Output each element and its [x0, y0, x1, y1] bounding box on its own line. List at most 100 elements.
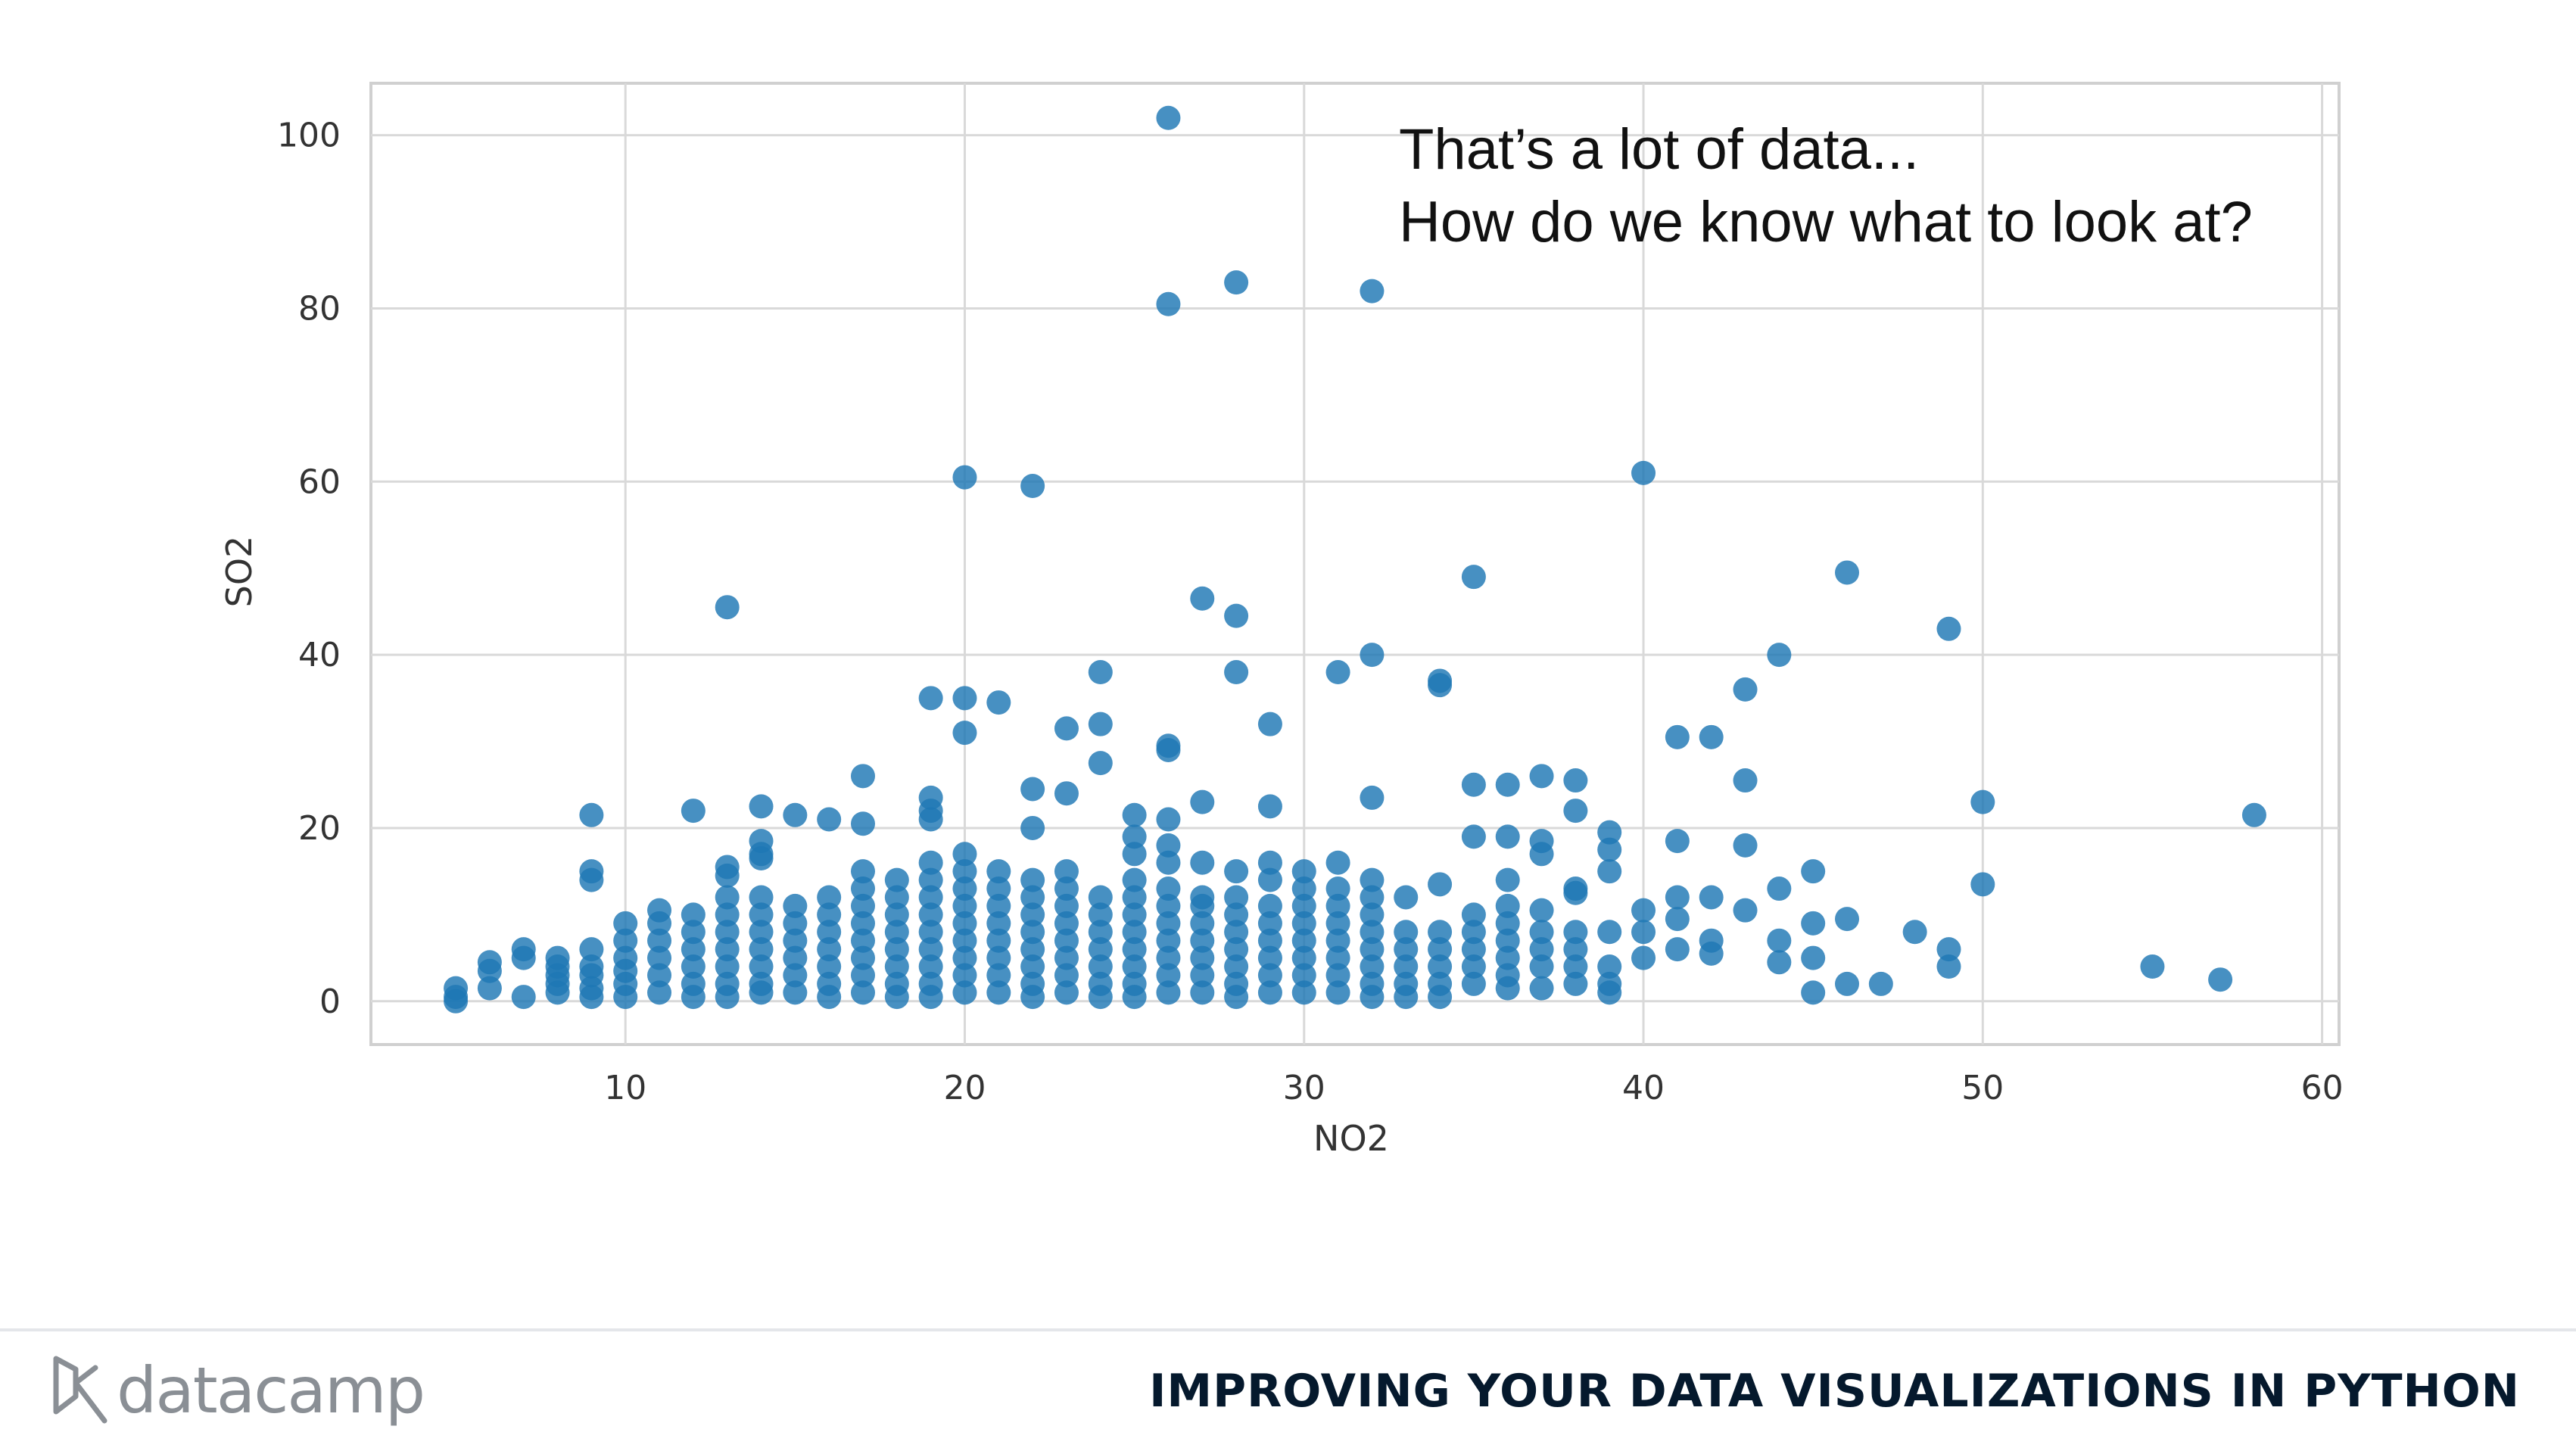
data-point — [749, 846, 774, 871]
data-point — [1936, 616, 1961, 641]
datacamp-logo-icon — [53, 1356, 107, 1424]
data-point — [1835, 907, 1859, 932]
data-point — [715, 885, 740, 910]
data-point — [1428, 673, 1453, 698]
data-point — [851, 893, 875, 918]
data-point — [1122, 985, 1147, 1010]
data-point — [783, 980, 808, 1005]
data-point — [681, 920, 706, 945]
y-tick-label: 100 — [277, 117, 341, 155]
data-point — [1224, 885, 1249, 910]
data-point — [1325, 980, 1350, 1005]
y-tick-label: 0 — [319, 982, 341, 1021]
data-point — [952, 963, 977, 988]
data-point — [817, 937, 842, 962]
datacamp-logo[interactable]: datacamp — [50, 1349, 425, 1432]
data-point — [952, 893, 977, 918]
data-point — [2241, 802, 2266, 827]
data-point — [1088, 751, 1113, 776]
data-point — [1156, 980, 1181, 1005]
logo-text: datacamp — [117, 1353, 425, 1428]
data-point — [1257, 928, 1282, 953]
data-point — [1190, 789, 1215, 814]
data-point — [851, 963, 875, 988]
data-point — [1088, 985, 1113, 1010]
data-point — [1054, 911, 1079, 936]
data-point — [1190, 911, 1215, 936]
data-point — [1394, 937, 1419, 962]
course-title: IMPROVING YOUR DATA VISUALIZATIONS IN PY… — [1149, 1365, 2520, 1418]
data-point — [1631, 945, 1656, 970]
data-point — [1156, 850, 1181, 875]
x-tick-label: 60 — [2301, 1069, 2344, 1107]
data-point — [986, 963, 1011, 988]
data-point — [783, 928, 808, 953]
data-point — [1325, 928, 1350, 953]
data-point — [1563, 768, 1588, 793]
data-point — [1156, 737, 1181, 762]
data-point — [1020, 777, 1045, 802]
data-point — [884, 867, 909, 892]
data-point — [1291, 945, 1316, 970]
data-point — [884, 985, 909, 1010]
data-point — [1428, 954, 1453, 979]
data-point — [986, 690, 1011, 715]
data-point — [817, 885, 842, 910]
data-point — [1054, 893, 1079, 918]
data-point — [952, 980, 977, 1005]
data-point — [1122, 902, 1147, 927]
data-point — [1563, 954, 1588, 979]
data-point — [1122, 842, 1147, 867]
x-tick-label: 20 — [943, 1069, 986, 1107]
data-point — [1020, 867, 1045, 892]
data-point — [1495, 893, 1520, 918]
data-point — [1733, 768, 1758, 793]
data-point — [1291, 911, 1316, 936]
data-point — [918, 686, 943, 711]
data-point — [1156, 833, 1181, 858]
annotation-line-1: That’s a lot of data... — [1399, 117, 1920, 182]
data-point — [783, 911, 808, 936]
data-point — [1325, 963, 1350, 988]
data-point — [1495, 911, 1520, 936]
data-point — [1156, 877, 1181, 901]
data-point — [1020, 474, 1045, 499]
data-point — [1801, 945, 1826, 970]
data-point — [918, 985, 943, 1010]
data-point — [1122, 937, 1147, 962]
data-point — [1936, 937, 1961, 962]
data-point — [1190, 963, 1215, 988]
data-point — [1970, 789, 1995, 814]
data-point — [1529, 937, 1554, 962]
data-point — [783, 963, 808, 988]
data-point — [1767, 928, 1792, 953]
data-point — [986, 945, 1011, 970]
data-point — [1054, 980, 1079, 1005]
data-point — [715, 985, 740, 1010]
y-tick-label: 20 — [298, 809, 341, 848]
data-point — [2208, 967, 2233, 992]
data-point — [1563, 920, 1588, 945]
data-point — [1122, 954, 1147, 979]
data-point — [1122, 867, 1147, 892]
data-point — [851, 811, 875, 836]
y-axis-label: SO2 — [219, 536, 260, 608]
data-point — [1122, 885, 1147, 910]
data-point — [1733, 898, 1758, 923]
data-point — [1461, 902, 1486, 927]
data-point — [1224, 660, 1249, 685]
data-point — [1291, 859, 1316, 884]
chart-annotation: That’s a lot of data... How do we know w… — [1399, 114, 2253, 259]
data-point — [1020, 985, 1045, 1010]
data-point — [817, 807, 842, 832]
data-point — [1190, 893, 1215, 918]
data-point — [1461, 565, 1486, 590]
data-point — [1257, 711, 1282, 736]
data-point — [613, 911, 638, 936]
data-point — [1665, 829, 1690, 854]
data-point — [1122, 824, 1147, 849]
data-point — [1360, 954, 1385, 979]
data-point — [545, 980, 570, 1005]
data-point — [1054, 963, 1079, 988]
data-point — [681, 902, 706, 927]
